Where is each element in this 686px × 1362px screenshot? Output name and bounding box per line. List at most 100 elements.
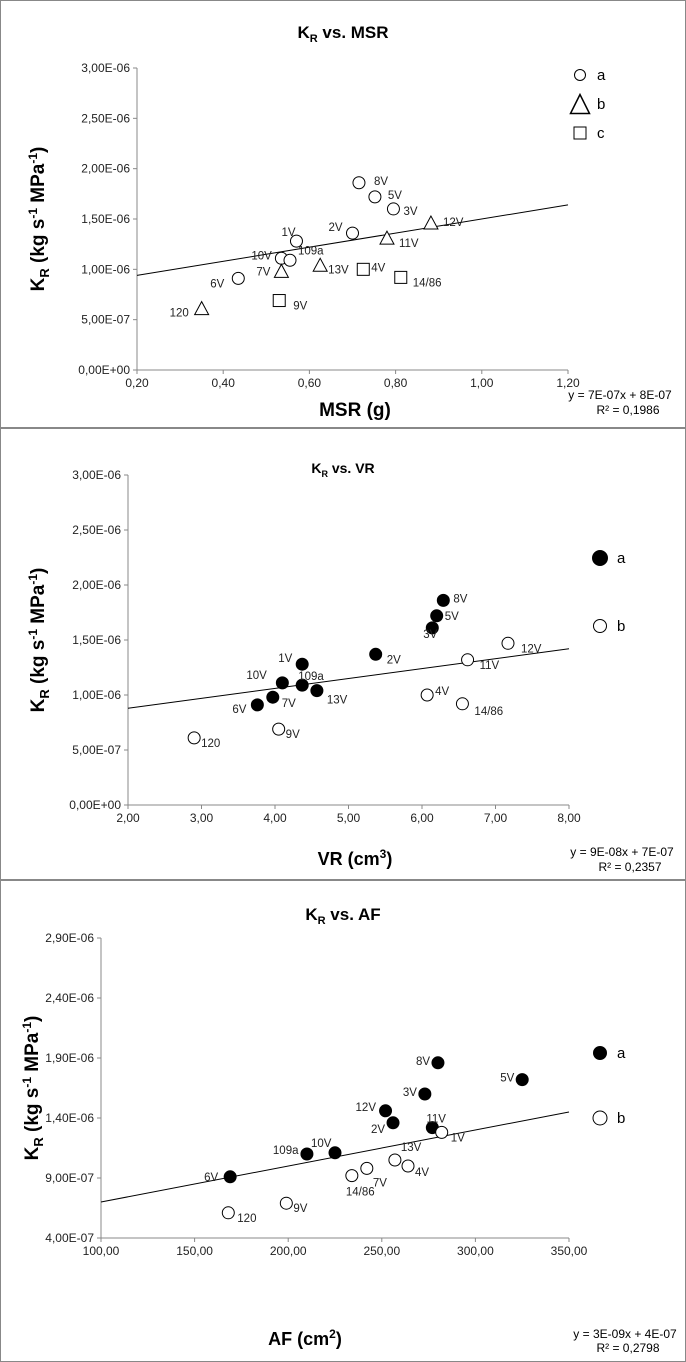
data-point-a [386,202,400,216]
trendline [136,204,569,276]
point-label: 3V [403,206,417,218]
point-label: 2V [371,1124,385,1136]
point-label: 4V [415,1167,429,1179]
y-tick-label: 2,00E-06 [81,162,130,176]
data-point-a [431,1056,445,1070]
data-point-b [193,300,210,316]
data-point-a [386,1116,400,1130]
data-point-a [515,1073,529,1087]
trendline-equation: y = 3E-09x + 4E-07 [573,1327,677,1341]
legend-label-b: b [597,96,605,113]
y-tick-label: 4,00E-07 [45,1231,94,1245]
y-tick-label: 3,00E-06 [72,468,121,482]
data-point-a [295,678,309,692]
point-label: 10V [251,250,272,262]
legend-label-b: b [617,1110,625,1127]
panel-border [0,0,686,428]
data-point-a [436,593,450,607]
point-label: 13V [327,695,348,707]
x-axis-title: AF (cm2) [268,1327,342,1349]
legend-label-a: a [617,1045,626,1062]
data-point-a [266,690,280,704]
point-label: 120 [170,308,189,320]
chart-panel-vr: KR vs. VR 0,00E+00 5,00E-07 1,00E-06 1,50E-0… [0,428,686,880]
point-label: 7V [373,1177,387,1189]
chart-title: KR vs. VR [311,460,374,479]
x-tick-label: 5,00 [337,811,361,825]
point-label: 5V [500,1073,514,1085]
data-point-b [360,1161,374,1175]
data-point-a [328,1146,342,1160]
x-tick-label: 1,20 [556,376,580,390]
point-label: 5V [388,190,402,202]
x-tick-label: 1,00 [470,376,494,390]
data-point-b [273,263,290,278]
chart-title: KR vs. AF [305,905,380,927]
legend-marker-c [573,126,587,140]
y-tick-label: 1,00E-06 [72,688,121,702]
data-point-b [388,1153,402,1167]
trendline-equation: y = 7E-07x + 8E-07 [568,388,672,402]
point-label: 10V [311,1138,332,1150]
x-tick-label: 0,60 [298,376,322,390]
x-tick-label: 0,80 [384,376,408,390]
x-tick-label: 350,00 [551,1244,588,1258]
trendline-equation: y = 9E-08x + 7E-07 [570,845,674,859]
data-point-a [231,271,245,285]
chart-panel-af: KR vs. AF 4,00E-07 9,00E-07 1,40E-06 1,90E-0… [0,880,686,1362]
y-tick-label: 2,90E-06 [45,931,94,945]
x-tick-label: 2,00 [116,811,140,825]
point-label: 3V [403,1087,417,1099]
y-tick-label: 2,00E-06 [72,578,121,592]
point-label: 11V [399,238,419,250]
data-point-a [430,609,444,623]
y-axis-title: KR (kg s-1 MPa-1) [20,1016,46,1161]
point-label: 109a [298,671,324,683]
x-tick-label: 6,00 [410,811,434,825]
point-label: 12V [443,217,464,229]
y-axis-title: KR (kg s-1 MPa-1) [26,568,52,713]
point-label: 8V [416,1056,430,1068]
point-label: 4V [435,686,449,698]
point-label: 13V [401,1142,422,1154]
point-label: 9V [293,1203,307,1215]
data-point-a [346,226,359,240]
y-tick-label: 1,50E-06 [81,212,130,226]
trendline-r2: R² = 0,1986 [596,403,659,417]
y-tick-label: 1,00E-06 [81,262,130,276]
data-point-b [187,731,201,745]
point-label: 6V [204,1172,218,1184]
point-label: 7V [282,698,296,710]
point-label: 9V [286,729,300,741]
y-tick-label: 1,40E-06 [45,1111,94,1125]
data-point-c [272,294,286,308]
point-label: 1V [451,1132,465,1144]
point-label: 109a [273,1145,299,1157]
point-label: 11V [480,660,500,672]
data-point-a [275,676,289,690]
point-label: 14/86 [474,706,503,718]
point-label: 14/86 [346,1187,375,1199]
x-tick-label: 300,00 [457,1244,494,1258]
data-point-b [272,722,286,736]
data-point-b [401,1159,415,1173]
data-point-a [352,176,366,190]
point-label: 8V [453,593,467,605]
chart-panel-msr: KR vs. MSR 0,00E+00 5,00E-07 1,00E-06 1,50E-… [0,0,686,428]
x-tick-label: 4,00 [263,811,287,825]
x-tick-label: 100,00 [83,1244,120,1258]
y-tick-label: 0,00E+00 [78,363,130,377]
legend-marker-b [569,92,591,115]
point-label: 7V [256,266,270,278]
point-label: 6V [232,704,246,716]
y-tick-label: 1,50E-06 [72,633,121,647]
data-point-b [461,653,475,667]
data-point-a [418,1087,432,1101]
data-point-c [394,270,408,284]
point-label: 2V [387,654,401,666]
x-tick-label: 250,00 [363,1244,400,1258]
data-point-b [345,1169,359,1183]
y-axis-title: KR (kg s-1 MPa-1) [26,147,52,292]
x-tick-label: 200,00 [270,1244,307,1258]
